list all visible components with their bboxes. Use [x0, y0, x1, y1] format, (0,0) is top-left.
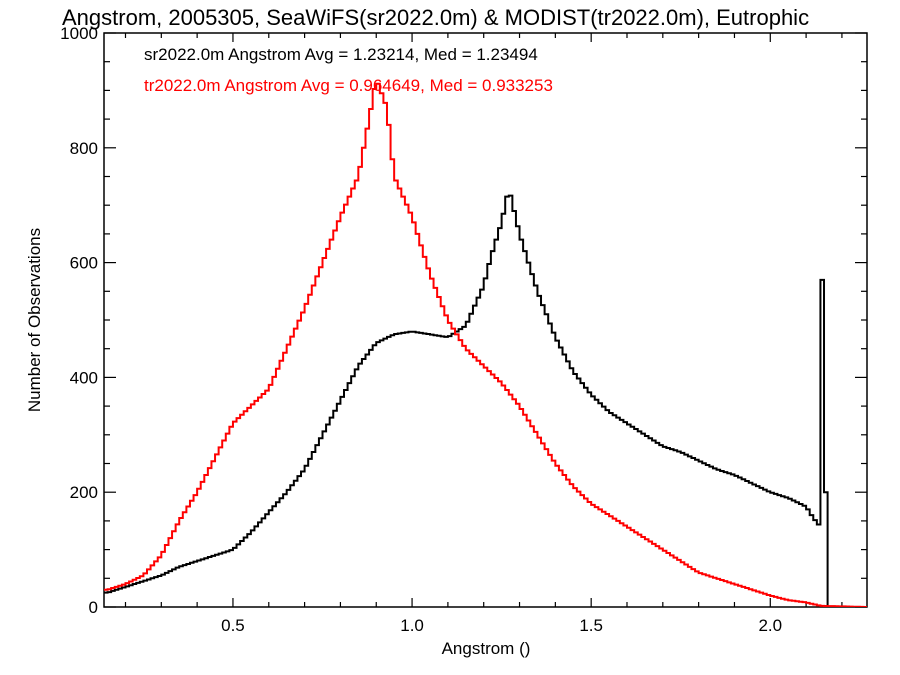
y-tick-label: 0	[89, 598, 98, 617]
legend-entry-sr2022: sr2022.0m Angstrom Avg = 1.23214, Med = …	[144, 45, 538, 64]
y-tick-label: 200	[70, 483, 98, 502]
y-tick-label: 1000	[60, 24, 98, 43]
series-sr2022.0m-line	[104, 194, 867, 607]
y-tick-label: 600	[70, 254, 98, 273]
x-tick-label: 1.0	[400, 616, 424, 635]
x-axis: 0.5 1.0 1.5 2.0	[124, 33, 843, 635]
series-layer	[104, 82, 867, 607]
y-axis: 0 200 400 600 800 1000	[60, 24, 867, 617]
y-tick-label: 400	[70, 368, 98, 387]
x-tick-label: 1.5	[579, 616, 603, 635]
series-tr2022.0m-line	[104, 82, 867, 607]
x-tick-label: 0.5	[221, 616, 245, 635]
y-tick-label: 800	[70, 139, 98, 158]
plot-area	[103, 32, 868, 608]
x-axis-label: Angstrom ()	[442, 639, 531, 658]
legend-entry-tr2022: tr2022.0m Angstrom Avg = 0.964649, Med =…	[144, 76, 553, 95]
y-axis-label: Number of Observations	[25, 228, 44, 412]
chart-title: Angstrom, 2005305, SeaWiFS(sr2022.0m) & …	[62, 5, 809, 30]
x-tick-label: 2.0	[758, 616, 782, 635]
